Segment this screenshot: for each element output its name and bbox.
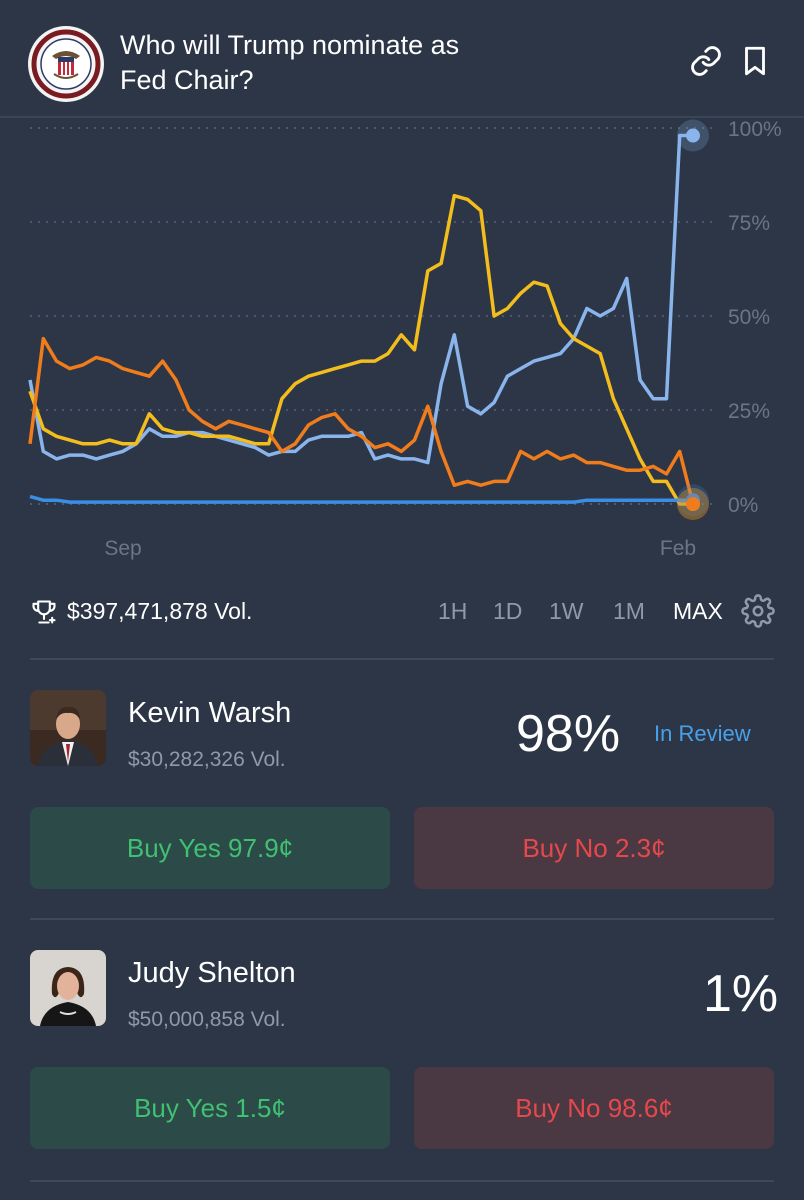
series-line-2 [29, 494, 693, 504]
status-badge: In Review [654, 721, 751, 746]
avatar-judy-shelton [30, 950, 106, 1026]
y-tick-label: 0% [728, 494, 758, 517]
divider [30, 658, 774, 660]
federal-reserve-seal-logo [28, 26, 104, 102]
buy-yes-button[interactable]: Buy Yes 97.9¢ [30, 807, 390, 889]
volume-row: $397,471,878 Vol. 1H 1D 1W 1M MAX [0, 586, 804, 634]
buy-no-button[interactable]: Buy No 98.6¢ [414, 1067, 774, 1149]
buy-no-button[interactable]: Buy No 2.3¢ [414, 807, 774, 889]
candidate-volume: $30,282,326 Vol. [128, 748, 286, 771]
total-volume: $397,471,878 Vol. [67, 598, 253, 624]
series-endpoint-3 [686, 497, 700, 511]
timeframe-1h[interactable]: 1H [438, 598, 468, 624]
divider [30, 1180, 774, 1182]
y-tick-label: 75% [728, 212, 770, 235]
candidate-percent: 98% [516, 705, 621, 763]
candidate-name: Judy Shelton [128, 957, 296, 989]
link-icon[interactable] [689, 44, 723, 78]
timeframe-max[interactable]: MAX [673, 598, 723, 624]
y-tick-label: 50% [728, 306, 770, 329]
gear-icon[interactable] [741, 594, 775, 628]
title-line-1: Who will Trump nominate as [120, 30, 460, 60]
title-line-2: Fed Chair? [120, 65, 254, 95]
chart-svg: 0% 25% 50% 75% 100% Sep Feb [28, 118, 782, 560]
avatar-kevin-warsh [30, 690, 106, 766]
y-tick-label: 25% [728, 400, 770, 423]
timeframe-1m[interactable]: 1M [613, 598, 645, 624]
buy-yes-button[interactable]: Buy Yes 1.5¢ [30, 1067, 390, 1149]
page-title: Who will Trump nominate as Fed Chair? [120, 28, 590, 98]
candidate-name: Kevin Warsh [128, 697, 292, 729]
timeframe-1w[interactable]: 1W [549, 598, 584, 624]
trophy-icon [30, 598, 58, 626]
candidate-volume: $50,000,858 Vol. [128, 1008, 286, 1031]
bookmark-icon[interactable] [738, 44, 772, 78]
divider [30, 918, 774, 920]
x-tick-label: Feb [660, 537, 696, 560]
series-line-0 [28, 133, 693, 465]
series-line-1 [28, 193, 693, 506]
timeframe-1d[interactable]: 1D [493, 598, 523, 624]
price-history-chart[interactable]: 0% 25% 50% 75% 100% Sep Feb [0, 118, 804, 570]
candidate-percent: 1% [703, 965, 779, 1023]
y-tick-label: 100% [728, 118, 782, 141]
series-endpoint-0 [686, 128, 700, 143]
market-header: Who will Trump nominate as Fed Chair? [0, 0, 804, 118]
series-line-3 [28, 336, 695, 505]
x-tick-label: Sep [104, 537, 141, 560]
